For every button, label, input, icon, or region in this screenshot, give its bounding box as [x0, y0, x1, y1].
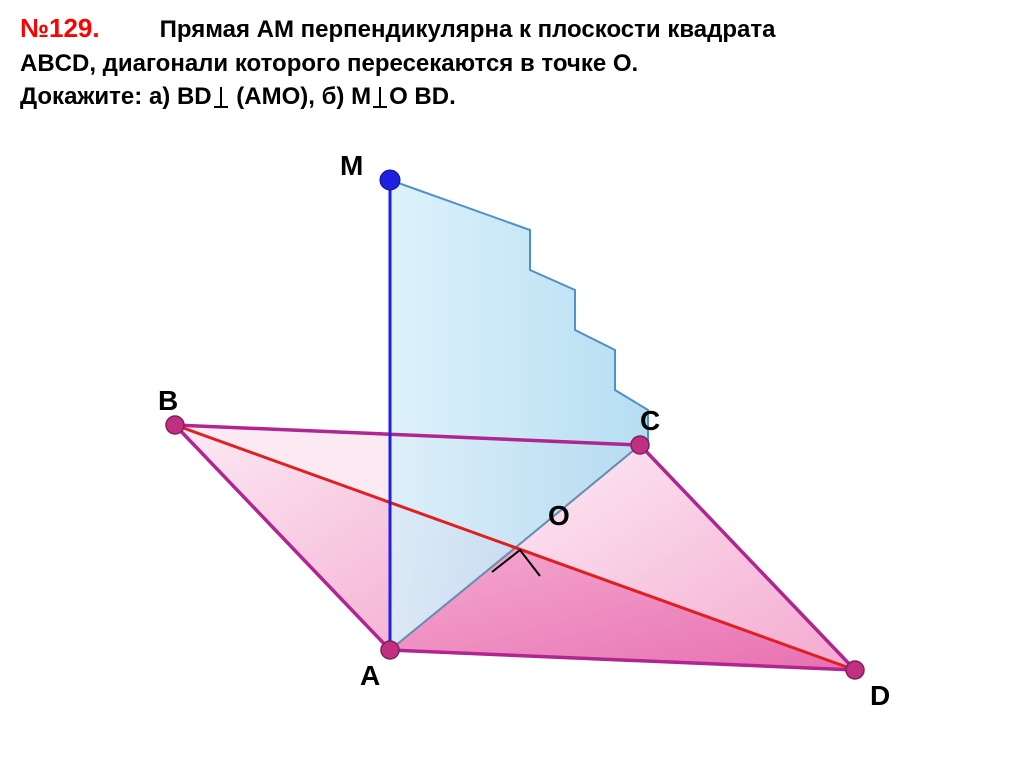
problem-line3-b: (AMO), б) M	[230, 83, 371, 110]
point-M	[380, 170, 400, 190]
problem-line3-c: O BD.	[389, 83, 456, 110]
problem-line2: ABCD, диагонали которого пересекаются в …	[20, 50, 638, 77]
point-C	[631, 436, 649, 454]
perp-icon	[371, 85, 389, 109]
label-A: A	[360, 660, 380, 692]
problem-statement: №129. Прямая АМ перпендикулярна к плоско…	[20, 10, 1004, 114]
point-A	[381, 641, 399, 659]
label-O: O	[548, 500, 570, 532]
label-C: C	[640, 405, 660, 437]
label-M: M	[340, 150, 363, 182]
label-B: B	[158, 385, 178, 417]
perp-icon	[212, 85, 230, 109]
problem-number: №129.	[20, 13, 100, 43]
problem-line1: Прямая АМ перпендикулярна к плоскости кв…	[160, 16, 776, 43]
point-B	[166, 416, 184, 434]
point-D	[846, 661, 864, 679]
label-D: D	[870, 680, 890, 712]
geometry-diagram	[0, 140, 1024, 760]
problem-line3-a: Докажите: а) BD	[20, 83, 212, 110]
